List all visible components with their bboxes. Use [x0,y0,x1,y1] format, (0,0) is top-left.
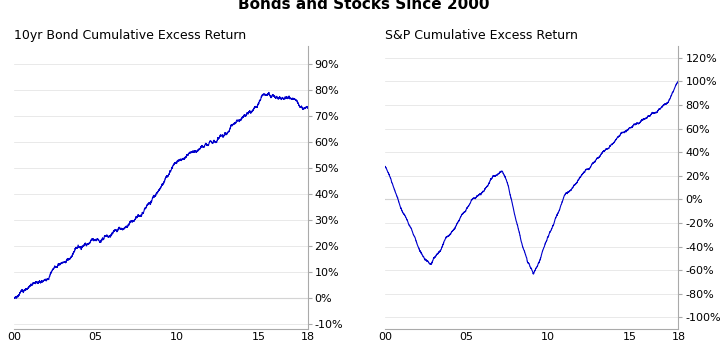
Text: Bonds and Stocks Since 2000: Bonds and Stocks Since 2000 [238,0,490,12]
Text: 10yr Bond Cumulative Excess Return: 10yr Bond Cumulative Excess Return [14,29,246,42]
Text: S&P Cumulative Excess Return: S&P Cumulative Excess Return [385,29,578,42]
